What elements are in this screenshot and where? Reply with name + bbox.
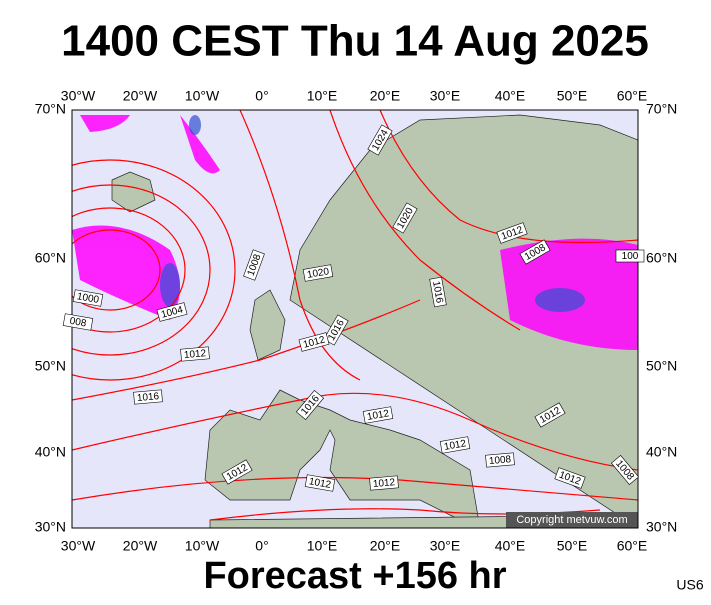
lat-label-right: 60°N: [646, 250, 677, 266]
isobar-label-text: 1016: [136, 391, 160, 404]
isobar-label-box: [243, 249, 265, 281]
isobar-label-box: [439, 436, 471, 454]
isobar-label-box: [369, 475, 399, 491]
isobar-label-box: [534, 402, 566, 428]
isobar-label-box: [485, 452, 515, 468]
isobar-label-text: 100: [622, 251, 639, 262]
lon-label-top: 10°E: [307, 88, 338, 104]
isobar-label: 1016: [133, 389, 163, 405]
isobar-label-text: 1000: [76, 291, 100, 306]
lon-label-top: 30°W: [61, 88, 96, 104]
lat-label-right: 50°N: [646, 358, 677, 374]
isobar-label-box: [615, 249, 645, 263]
isobar-label: 1012: [362, 406, 394, 424]
isobar-label: 1012: [369, 475, 399, 491]
isobar-label: 1016: [429, 276, 447, 308]
isobar-label-box: [362, 406, 394, 424]
isobar-label-box: [496, 222, 528, 244]
isobar-label-text: 1012: [366, 408, 390, 423]
isobar-label-box: [62, 313, 94, 331]
isobar-label-box: [429, 276, 447, 308]
isobar-label-box: [392, 202, 418, 234]
isobar-label: 1012: [180, 346, 210, 362]
isobar-label-box: [554, 467, 586, 489]
lon-label-bottom: 30°E: [430, 538, 461, 554]
isobar-label-box: [133, 389, 163, 405]
isobar-label-box: [610, 454, 640, 486]
lon-label-top: 20°W: [123, 88, 158, 104]
isobar-label-text: 1012: [443, 438, 467, 453]
isobar-label-box: [156, 302, 188, 322]
isobar-label-text: 1016: [430, 280, 445, 304]
isobar-label: 1004: [156, 302, 188, 322]
isobar-label-box: [72, 289, 104, 307]
forecast-label: Forecast +156 hr: [203, 555, 506, 597]
isobar-label: 008: [62, 313, 94, 331]
lat-label-left: 70°N: [35, 101, 66, 117]
isobar-label-text: 1020: [306, 266, 330, 281]
lat-label-right: 40°N: [646, 444, 677, 460]
isobar-label-text: 1012: [372, 477, 396, 490]
isobar-label: 100: [615, 249, 645, 263]
lon-label-bottom: 40°E: [495, 538, 526, 554]
isobar-label: 1000: [72, 289, 104, 307]
lon-label-bottom: 30°W: [61, 538, 96, 554]
isobar-label-box: [221, 459, 253, 485]
lon-label-top: 40°E: [495, 88, 526, 104]
lat-label-right: 70°N: [646, 101, 677, 117]
lat-label-left: 30°N: [35, 519, 66, 535]
lat-label-left: 50°N: [35, 358, 66, 374]
lon-label-bottom: 0°: [255, 538, 268, 554]
isobar-label: 1012: [298, 332, 330, 352]
isobar-label-box: [519, 239, 551, 265]
lon-label-top: 50°E: [557, 88, 588, 104]
isobar-label-text: 008: [69, 316, 88, 330]
isobar-label-box: [180, 346, 210, 362]
lon-label-top: 20°E: [370, 88, 401, 104]
lon-label-top: 10°W: [185, 88, 220, 104]
isobar-label-box: [302, 264, 334, 282]
lon-label-bottom: 10°E: [307, 538, 338, 554]
isobar-label-box: [367, 124, 393, 156]
lon-label-bottom: 20°W: [123, 538, 158, 554]
lon-label-bottom: 10°W: [185, 538, 220, 554]
isobar-label-text: 1012: [308, 476, 332, 491]
map-area: Copyright metvuw.com: [72, 110, 638, 528]
lat-label-right: 30°N: [646, 519, 677, 535]
title: 1400 CEST Thu 14 Aug 2025: [61, 17, 649, 66]
isobar-label-box: [298, 332, 330, 352]
isobar-label-box: [304, 474, 336, 492]
model-code: US6: [676, 577, 703, 593]
isobar-label-text: 1008: [488, 454, 512, 467]
copyright: Copyright metvuw.com: [516, 514, 627, 526]
isobar-label: 1020: [302, 264, 334, 282]
lon-label-bottom: 20°E: [370, 538, 401, 554]
lon-label-top: 0°: [255, 88, 268, 104]
isobar-label: 1012: [304, 474, 336, 492]
isobar-label-text: 1012: [183, 348, 207, 361]
isobar-label: 1008: [485, 452, 515, 468]
lat-label-left: 60°N: [35, 250, 66, 266]
lat-label-left: 40°N: [35, 444, 66, 460]
lon-label-bottom: 60°E: [617, 538, 648, 554]
lon-label-top: 30°E: [430, 88, 461, 104]
lon-label-bottom: 50°E: [557, 538, 588, 554]
isobar-label-box: [323, 314, 349, 346]
lon-label-top: 60°E: [617, 88, 648, 104]
isobar-label-box: [295, 389, 325, 421]
isobar-label: 1012: [439, 436, 471, 454]
